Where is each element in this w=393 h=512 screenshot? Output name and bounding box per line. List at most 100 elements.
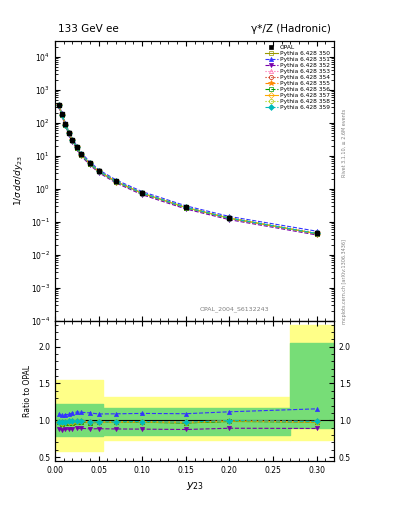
Pythia 6.428 356 [88, 160, 92, 166]
Pythia 6.428 352 [96, 169, 101, 176]
Pythia 6.428 356 [67, 130, 72, 136]
Pythia 6.428 357 [60, 112, 64, 118]
Pythia 6.428 352 [74, 146, 79, 152]
Y-axis label: Ratio to OPAL: Ratio to OPAL [24, 365, 33, 417]
Pythia 6.428 351 [63, 120, 68, 126]
Pythia 6.428 357 [79, 152, 84, 158]
Pythia 6.428 358 [184, 204, 188, 210]
Pythia 6.428 354 [56, 102, 61, 108]
Pythia 6.428 355 [184, 204, 188, 210]
Pythia 6.428 356 [60, 112, 64, 118]
Pythia 6.428 358 [74, 144, 79, 151]
Pythia 6.428 357 [70, 137, 75, 143]
Pythia 6.428 357 [140, 190, 145, 196]
Pythia 6.428 351 [140, 188, 145, 195]
Pythia 6.428 353 [140, 190, 145, 196]
Pythia 6.428 355 [70, 137, 75, 143]
Pythia 6.428 359 [79, 152, 84, 158]
Pythia 6.428 352 [88, 162, 92, 168]
Pythia 6.428 358 [96, 168, 101, 174]
Pythia 6.428 358 [314, 230, 319, 237]
Pythia 6.428 353 [60, 112, 64, 118]
Pythia 6.428 353 [184, 204, 188, 210]
Pythia 6.428 351 [88, 159, 92, 165]
Pythia 6.428 355 [88, 160, 92, 166]
Pythia 6.428 359 [96, 168, 101, 174]
Pythia 6.428 359 [63, 121, 68, 127]
Pythia 6.428 354 [88, 160, 92, 166]
Pythia 6.428 356 [140, 190, 145, 197]
Pythia 6.428 353 [79, 152, 84, 158]
Pythia 6.428 354 [63, 121, 68, 127]
Pythia 6.428 355 [63, 121, 68, 127]
Pythia 6.428 350 [56, 102, 61, 108]
Pythia 6.428 354 [60, 112, 64, 118]
Pythia 6.428 353 [114, 179, 118, 185]
Line: Pythia 6.428 352: Pythia 6.428 352 [57, 104, 319, 237]
Pythia 6.428 354 [227, 215, 232, 221]
Pythia 6.428 351 [79, 150, 84, 156]
Pythia 6.428 352 [227, 217, 232, 223]
Line: Pythia 6.428 354: Pythia 6.428 354 [57, 103, 319, 236]
Pythia 6.428 355 [114, 178, 118, 184]
Pythia 6.428 358 [227, 215, 232, 221]
Pythia 6.428 359 [114, 178, 118, 184]
Pythia 6.428 351 [56, 100, 61, 106]
Pythia 6.428 354 [96, 168, 101, 174]
Pythia 6.428 353 [96, 168, 101, 174]
Pythia 6.428 354 [79, 152, 84, 158]
Pythia 6.428 352 [184, 206, 188, 212]
Line: Pythia 6.428 353: Pythia 6.428 353 [57, 103, 319, 236]
Pythia 6.428 353 [314, 230, 319, 237]
Y-axis label: $1/\sigma\,d\sigma/dy_{23}$: $1/\sigma\,d\sigma/dy_{23}$ [12, 156, 25, 206]
Pythia 6.428 351 [74, 143, 79, 149]
Pythia 6.428 356 [79, 152, 84, 158]
Pythia 6.428 353 [56, 102, 61, 108]
Text: Rivet 3.1.10, ≥ 2.6M events: Rivet 3.1.10, ≥ 2.6M events [342, 109, 347, 178]
Pythia 6.428 354 [140, 190, 145, 196]
Pythia 6.428 351 [114, 177, 118, 183]
Pythia 6.428 357 [227, 215, 232, 221]
Pythia 6.428 354 [74, 144, 79, 151]
Pythia 6.428 351 [96, 166, 101, 173]
Pythia 6.428 353 [67, 130, 72, 136]
Pythia 6.428 350 [184, 204, 188, 210]
Pythia 6.428 359 [314, 230, 319, 237]
Pythia 6.428 356 [227, 215, 232, 221]
Pythia 6.428 358 [70, 137, 75, 143]
Pythia 6.428 355 [67, 130, 72, 136]
Pythia 6.428 355 [56, 102, 61, 108]
Pythia 6.428 352 [60, 113, 64, 119]
Pythia 6.428 355 [74, 144, 79, 151]
Pythia 6.428 359 [56, 102, 61, 108]
Line: Pythia 6.428 358: Pythia 6.428 358 [57, 103, 319, 236]
Pythia 6.428 358 [67, 130, 72, 136]
Pythia 6.428 359 [140, 190, 145, 196]
Pythia 6.428 358 [88, 160, 92, 166]
Line: Pythia 6.428 351: Pythia 6.428 351 [57, 101, 319, 233]
Pythia 6.428 351 [314, 228, 319, 234]
Pythia 6.428 359 [227, 215, 232, 221]
Pythia 6.428 356 [96, 168, 101, 174]
Pythia 6.428 354 [114, 179, 118, 185]
Pythia 6.428 354 [314, 230, 319, 237]
Pythia 6.428 352 [114, 180, 118, 186]
Pythia 6.428 351 [184, 203, 188, 209]
Pythia 6.428 352 [56, 103, 61, 110]
Line: Pythia 6.428 356: Pythia 6.428 356 [57, 103, 319, 236]
Pythia 6.428 355 [96, 168, 101, 174]
Text: OPAL_2004_S6132243: OPAL_2004_S6132243 [200, 307, 270, 312]
Pythia 6.428 356 [63, 122, 68, 128]
Pythia 6.428 357 [67, 130, 72, 136]
Pythia 6.428 352 [67, 132, 72, 138]
Text: 133 GeV ee: 133 GeV ee [58, 24, 119, 34]
Pythia 6.428 350 [63, 122, 68, 128]
X-axis label: $y_{23}$: $y_{23}$ [185, 480, 204, 492]
Pythia 6.428 350 [88, 160, 92, 166]
Pythia 6.428 355 [227, 215, 232, 221]
Legend: OPAL, Pythia 6.428 350, Pythia 6.428 351, Pythia 6.428 352, Pythia 6.428 353, Py: OPAL, Pythia 6.428 350, Pythia 6.428 351… [264, 44, 331, 111]
Pythia 6.428 357 [314, 230, 319, 237]
Pythia 6.428 356 [184, 204, 188, 210]
Pythia 6.428 354 [70, 137, 75, 143]
Pythia 6.428 350 [70, 137, 75, 143]
